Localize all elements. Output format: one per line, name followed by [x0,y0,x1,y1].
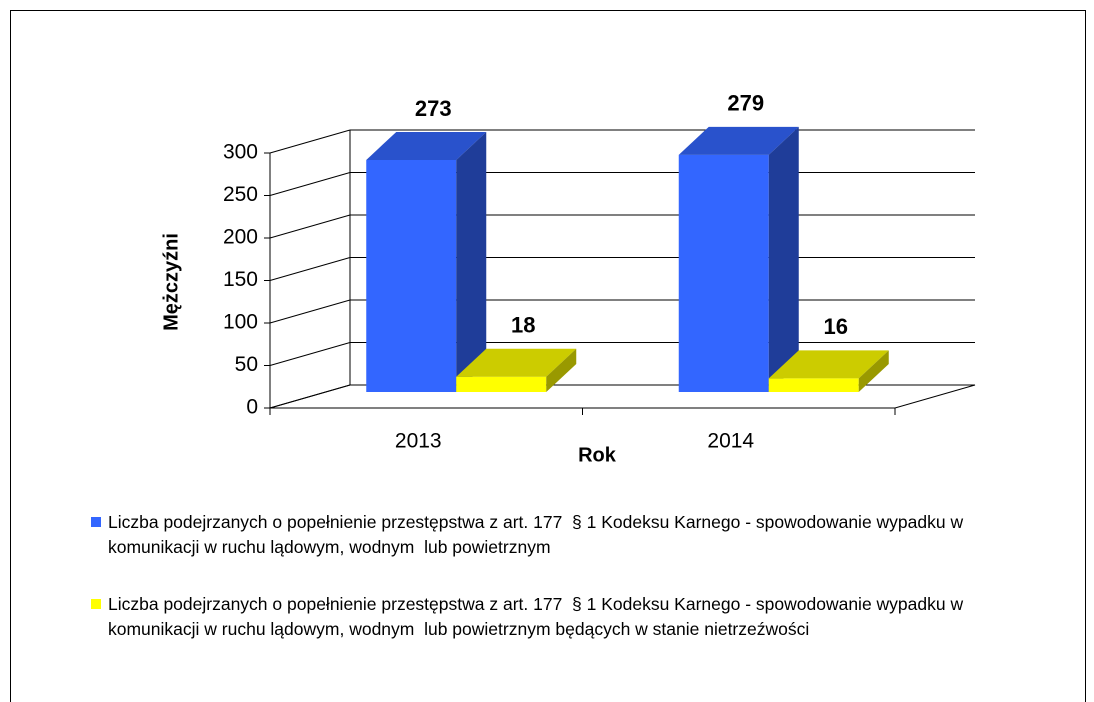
y-tick-label: 250 [223,183,258,206]
grid-line [269,257,351,281]
frame [10,10,1086,702]
bar-side [858,350,889,392]
bar-top [768,350,889,379]
bar-front [678,154,769,392]
bar-side [768,126,799,392]
bar [456,348,577,392]
y-tick-label: 0 [246,396,258,419]
y-tick-label: 150 [223,268,258,291]
legend-swatch [91,517,101,527]
grid-line [269,172,351,196]
bar [678,126,799,392]
legend-text: Liczba podejrzanych o popełnienie przest… [108,512,968,557]
legend-item: Liczba podejrzanych o popełnienie przest… [91,592,1051,642]
data-label: 18 [511,313,535,338]
data-label: 16 [824,314,848,339]
x-axis-label: Rok [578,444,617,466]
bar-front [456,376,547,392]
y-tick-label: 100 [223,311,258,334]
grid-line [269,299,351,324]
bar-front [366,159,457,392]
legend-item: Liczba podejrzanych o popełnienie przest… [91,510,1051,560]
bar-top [678,126,799,155]
data-label: 273 [415,96,452,121]
grid-line [269,384,351,409]
bar-top [456,348,577,377]
legend-swatch [91,599,101,609]
x-tick-label: 2013 [395,430,442,453]
legend-text: Liczba podejrzanych o popełnienie przest… [108,594,968,639]
bar-front [768,378,859,392]
bar-top [366,131,487,160]
y-tick-label: 300 [223,141,258,164]
bar [768,350,889,392]
bar-side [456,131,487,392]
data-label: 279 [727,91,764,116]
y-axis-label: Mężczyźni [160,233,182,331]
bar-side [546,348,577,392]
y-tick-label: 200 [223,226,258,249]
bar [366,131,487,392]
grid-line [269,214,351,239]
grid-line [269,129,351,154]
y-tick-label: 50 [235,353,258,376]
grid-line [269,342,351,366]
x-tick-label: 2014 [707,430,754,453]
